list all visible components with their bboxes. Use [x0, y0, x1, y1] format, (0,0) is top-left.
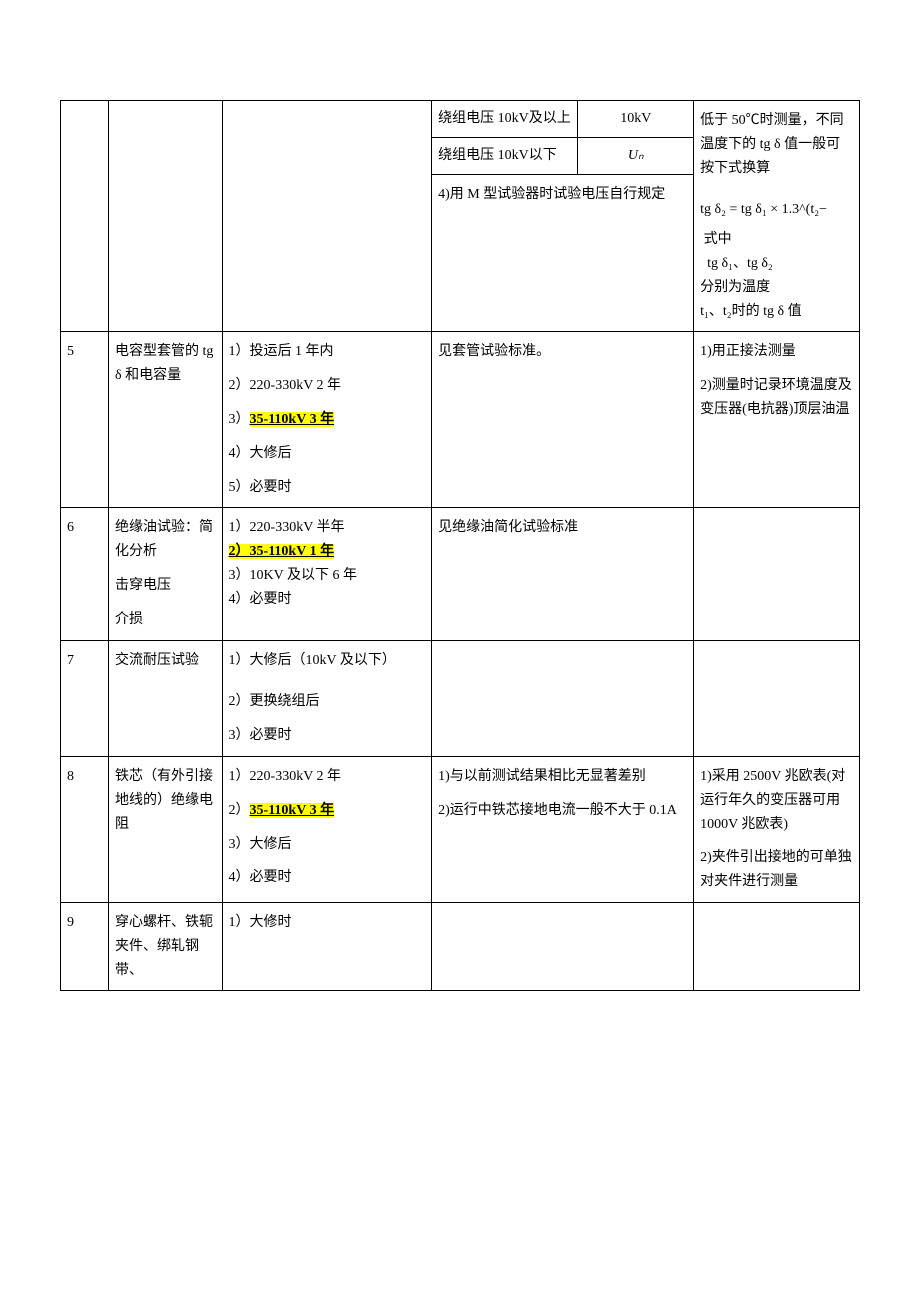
cell-num: 5: [61, 332, 109, 508]
cell-num: 7: [61, 640, 109, 756]
cell-num: 9: [61, 902, 109, 990]
note-line: 1)采用 2500V 兆欧表(对运行年久的变压器可用 1000V 兆欧表): [700, 765, 853, 836]
item-line: 绝缘油试验：简化分析: [115, 516, 216, 564]
table-row: 6 绝缘油试验：简化分析 击穿电压 介损 1）220-330kV 半年 2）35…: [61, 508, 860, 640]
req-line: 2)运行中铁芯接地电流一般不大于 0.1A: [438, 799, 687, 823]
cell-period: [222, 101, 432, 332]
spec-table: 绕组电压 10kV及以上 10kV 绕组电压 10kV以下 Uₙ 4)用 M 型…: [60, 100, 860, 991]
cell-note: [694, 508, 860, 640]
table-row: 7 交流耐压试验 1）大修后（10kV 及以下） 2）更换绕组后 3）必要时: [61, 640, 860, 756]
cell-item: [109, 101, 223, 332]
cell-num: [61, 101, 109, 332]
cell-num: 8: [61, 756, 109, 902]
cell-period: 1）大修后（10kV 及以下） 2）更换绕组后 3）必要时: [222, 640, 432, 756]
period-line: 1）220-330kV 2 年: [229, 765, 426, 789]
table-row: 9 穿心螺杆、铁轭夹件、绑轧钢带、 1）大修时: [61, 902, 860, 990]
period-line: 3）10KV 及以下 6 年: [229, 564, 426, 588]
cell-item: 穿心螺杆、铁轭夹件、绑轧钢带、: [109, 902, 223, 990]
cell-item: 铁芯（有外引接地线的）绝缘电阻: [109, 756, 223, 902]
cell-item: 交流耐压试验: [109, 640, 223, 756]
note-text: tg δ₁、tg δ₂: [700, 252, 853, 276]
period-line: 3）大修后: [229, 833, 426, 857]
cell-req: [432, 640, 694, 756]
cell-period: 1）220-330kV 半年 2）35-110kV 1 年 3）10KV 及以下…: [222, 508, 432, 640]
period-line: 1）投运后 1 年内: [229, 340, 426, 364]
cell-req: 见套管试验标准。: [432, 332, 694, 508]
note-text: t₁、t₂时的 tg δ 值: [700, 300, 853, 324]
period-line: 4）必要时: [229, 866, 426, 890]
cell-note: [694, 640, 860, 756]
cell-num: 6: [61, 508, 109, 640]
sub-label: 绕组电压 10kV及以上: [432, 101, 578, 137]
period-line: 4）大修后: [229, 442, 426, 466]
period-line: 2）35-110kV 1 年: [229, 540, 426, 564]
period-line: 2）220-330kV 2 年: [229, 374, 426, 398]
table-row: 5 电容型套管的 tg δ 和电容量 1）投运后 1 年内 2）220-330k…: [61, 332, 860, 508]
note-line: 1)用正接法测量: [700, 340, 853, 364]
period-line: 2）35-110kV 3 年: [229, 799, 426, 823]
cell-req: [432, 902, 694, 990]
sub-label: 绕组电压 10kV以下: [432, 138, 578, 174]
note-text: 分别为温度: [700, 276, 853, 300]
period-line: 1）大修后（10kV 及以下）: [229, 649, 426, 673]
table-row: 绕组电压 10kV及以上 10kV 绕组电压 10kV以下 Uₙ 4)用 M 型…: [61, 101, 860, 332]
period-line: 1）大修时: [229, 911, 426, 935]
note-text: 式中: [700, 228, 853, 252]
note-formula: tg δ₂ = tg δ₁ × 1.3^(t₂−: [700, 198, 853, 222]
cell-period: 1）投运后 1 年内 2）220-330kV 2 年 3）35-110kV 3 …: [222, 332, 432, 508]
note-text: 低于 50℃时测量，不同温度下的 tg δ 值一般可按下式换算: [700, 109, 853, 180]
document-page: 绕组电压 10kV及以上 10kV 绕组电压 10kV以下 Uₙ 4)用 M 型…: [0, 0, 920, 1051]
period-line: 3）必要时: [229, 724, 426, 748]
cell-item: 电容型套管的 tg δ 和电容量: [109, 332, 223, 508]
cell-period: 1）220-330kV 2 年 2）35-110kV 3 年 3）大修后 4）必…: [222, 756, 432, 902]
cell-note: 低于 50℃时测量，不同温度下的 tg δ 值一般可按下式换算 tg δ₂ = …: [694, 101, 860, 332]
note-line: 2)夹件引出接地的可单独对夹件进行测量: [700, 846, 853, 894]
cell-note: 1)用正接法测量 2)测量时记录环境温度及变压器(电抗器)顶层油温: [694, 332, 860, 508]
item-line: 击穿电压: [115, 574, 216, 598]
period-line: 1）220-330kV 半年: [229, 516, 426, 540]
cell-item: 绝缘油试验：简化分析 击穿电压 介损: [109, 508, 223, 640]
cell-note: 1)采用 2500V 兆欧表(对运行年久的变压器可用 1000V 兆欧表) 2)…: [694, 756, 860, 902]
cell-note: [694, 902, 860, 990]
note-line: 2)测量时记录环境温度及变压器(电抗器)顶层油温: [700, 374, 853, 422]
period-line: 5）必要时: [229, 476, 426, 500]
sub-value: 10kV: [578, 101, 693, 137]
sub-value: Uₙ: [578, 138, 693, 174]
cell-period: 1）大修时: [222, 902, 432, 990]
cell-req: 见绝缘油简化试验标准: [432, 508, 694, 640]
period-line: 3）35-110kV 3 年: [229, 408, 426, 432]
cell-req: 绕组电压 10kV及以上 10kV 绕组电压 10kV以下 Uₙ 4)用 M 型…: [432, 101, 694, 332]
period-line: 2）更换绕组后: [229, 690, 426, 714]
item-line: 介损: [115, 608, 216, 632]
table-row: 8 铁芯（有外引接地线的）绝缘电阻 1）220-330kV 2 年 2）35-1…: [61, 756, 860, 902]
sub-note: 4)用 M 型试验器时试验电压自行规定: [432, 175, 693, 215]
req-line: 1)与以前测试结果相比无显著差别: [438, 765, 687, 789]
period-line: 4）必要时: [229, 588, 426, 612]
cell-req: 1)与以前测试结果相比无显著差别 2)运行中铁芯接地电流一般不大于 0.1A: [432, 756, 694, 902]
